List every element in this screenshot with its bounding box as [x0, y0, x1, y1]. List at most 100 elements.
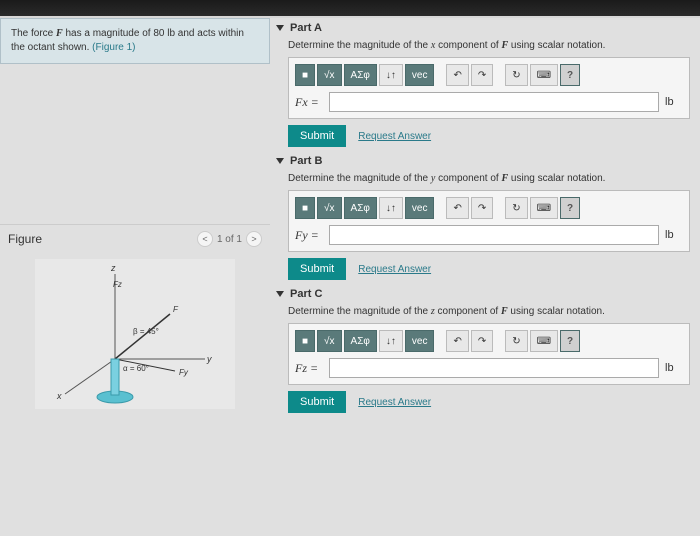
part-c-submit-row: Submit Request Answer [288, 391, 690, 413]
figure-next-button[interactable]: > [246, 231, 262, 247]
figure-section: Figure < 1 of 1 > z y [0, 224, 270, 409]
tb-subscript-button[interactable]: ↓↑ [379, 64, 403, 86]
part-a-submit-button[interactable]: Submit [288, 125, 346, 147]
problem-lb: lb [167, 28, 175, 39]
svg-text:Fy: Fy [179, 368, 189, 377]
part-a-var-label: Fx = [295, 95, 323, 110]
pb-t2: component of [435, 173, 501, 184]
tb-templates-button[interactable]: ■ [295, 330, 315, 352]
part-b-answer-box: ■ √x ΑΣφ ↓↑ vec ↶ ↷ ↻ ⌨ ? Fy = lb [288, 190, 690, 252]
svg-text:z: z [110, 263, 116, 273]
figure-counter: 1 of 1 [217, 234, 242, 245]
tb-subscript-button[interactable]: ↓↑ [379, 197, 403, 219]
part-c-title: Part C [290, 288, 322, 300]
problem-text2: has a magnitude of 80 [63, 28, 168, 39]
tb-vec-button[interactable]: vec [405, 330, 435, 352]
part-c: Part C Determine the magnitude of the z … [276, 288, 690, 413]
tb-help-button[interactable]: ? [560, 197, 580, 219]
tb-redo-button[interactable]: ↷ [471, 330, 493, 352]
part-a-answer-box: ■ √x ΑΣφ ↓↑ vec ↶ ↷ ↻ ⌨ ? Fx = lb [288, 57, 690, 119]
part-a-prompt: Determine the magnitude of the x compone… [288, 40, 690, 51]
part-a-header[interactable]: Part A [276, 22, 690, 34]
part-a-answer-input[interactable] [329, 92, 659, 112]
tb-vec-button[interactable]: vec [405, 197, 435, 219]
tb-vec-button[interactable]: vec [405, 64, 435, 86]
problem-text: The force [11, 28, 56, 39]
part-c-submit-button[interactable]: Submit [288, 391, 346, 413]
svg-text:β = 45°: β = 45° [133, 327, 159, 336]
tb-reset-button[interactable]: ↻ [505, 64, 527, 86]
problem-statement: The force F has a magnitude of 80 lb and… [0, 18, 270, 64]
collapse-icon [276, 25, 284, 31]
part-a-input-row: Fx = lb [295, 92, 683, 112]
tb-redo-button[interactable]: ↷ [471, 197, 493, 219]
left-column: The force F has a magnitude of 80 lb and… [0, 18, 270, 518]
pc-F: F [501, 306, 508, 317]
tb-sqrt-button[interactable]: √x [317, 330, 342, 352]
part-b-input-row: Fy = lb [295, 225, 683, 245]
tb-subscript-button[interactable]: ↓↑ [379, 330, 403, 352]
tb-help-button[interactable]: ? [560, 64, 580, 86]
part-c-toolbar: ■ √x ΑΣφ ↓↑ vec ↶ ↷ ↻ ⌨ ? [295, 330, 683, 352]
part-b-unit: lb [665, 229, 683, 241]
part-a-request-answer-link[interactable]: Request Answer [358, 131, 431, 142]
tb-help-button[interactable]: ? [560, 330, 580, 352]
part-c-answer-input[interactable] [329, 358, 659, 378]
tb-reset-button[interactable]: ↻ [505, 330, 527, 352]
part-b-request-answer-link[interactable]: Request Answer [358, 264, 431, 275]
figure-prev-button[interactable]: < [197, 231, 213, 247]
figure-svg: z y x Fz Fy F β = 45° α = 60° [35, 259, 235, 409]
svg-text:F: F [173, 305, 179, 314]
part-c-answer-box: ■ √x ΑΣφ ↓↑ vec ↶ ↷ ↻ ⌨ ? Fz = lb [288, 323, 690, 385]
pc-t3: using scalar notation. [508, 306, 605, 317]
tb-greek-button[interactable]: ΑΣφ [344, 64, 377, 86]
part-a: Part A Determine the magnitude of the x … [276, 22, 690, 147]
part-b-answer-input[interactable] [329, 225, 659, 245]
figure-nav: < 1 of 1 > [197, 231, 262, 247]
part-c-request-answer-link[interactable]: Request Answer [358, 397, 431, 408]
part-c-prompt: Determine the magnitude of the z compone… [288, 306, 690, 317]
part-c-var-label: Fz = [295, 361, 323, 376]
pa-t3: using scalar notation. [508, 40, 605, 51]
part-a-submit-row: Submit Request Answer [288, 125, 690, 147]
tb-sqrt-button[interactable]: √x [317, 64, 342, 86]
pc-t1: Determine the magnitude of the [288, 306, 431, 317]
part-b-submit-row: Submit Request Answer [288, 258, 690, 280]
pc-t2: component of [435, 306, 501, 317]
tb-templates-button[interactable]: ■ [295, 64, 315, 86]
tb-keyboard-button[interactable]: ⌨ [530, 197, 558, 219]
tb-undo-button[interactable]: ↶ [446, 197, 468, 219]
pb-t1: Determine the magnitude of the [288, 173, 431, 184]
part-c-header[interactable]: Part C [276, 288, 690, 300]
tb-reset-button[interactable]: ↻ [505, 197, 527, 219]
tb-undo-button[interactable]: ↶ [446, 64, 468, 86]
tb-undo-button[interactable]: ↶ [446, 330, 468, 352]
figure-image: z y x Fz Fy F β = 45° α = 60° [35, 259, 235, 409]
svg-text:y: y [206, 354, 212, 364]
part-b: Part B Determine the magnitude of the y … [276, 155, 690, 280]
collapse-icon [276, 158, 284, 164]
part-a-title: Part A [290, 22, 322, 34]
right-column: Part A Determine the magnitude of the x … [270, 18, 700, 518]
tb-keyboard-button[interactable]: ⌨ [530, 64, 558, 86]
part-b-submit-button[interactable]: Submit [288, 258, 346, 280]
problem-F: F [56, 28, 63, 39]
part-c-unit: lb [665, 362, 683, 374]
figure-ref: (Figure 1) [92, 42, 135, 53]
part-b-header[interactable]: Part B [276, 155, 690, 167]
tb-keyboard-button[interactable]: ⌨ [530, 330, 558, 352]
tb-greek-button[interactable]: ΑΣφ [344, 197, 377, 219]
collapse-icon [276, 291, 284, 297]
tb-greek-button[interactable]: ΑΣφ [344, 330, 377, 352]
tb-templates-button[interactable]: ■ [295, 197, 315, 219]
svg-text:Fz: Fz [113, 280, 122, 289]
part-a-toolbar: ■ √x ΑΣφ ↓↑ vec ↶ ↷ ↻ ⌨ ? [295, 64, 683, 86]
part-b-prompt: Determine the magnitude of the y compone… [288, 173, 690, 184]
part-b-var-label: Fy = [295, 228, 323, 243]
figure-header: Figure < 1 of 1 > [0, 225, 270, 253]
tb-redo-button[interactable]: ↷ [471, 64, 493, 86]
pb-t3: using scalar notation. [508, 173, 605, 184]
tb-sqrt-button[interactable]: √x [317, 197, 342, 219]
part-b-title: Part B [290, 155, 322, 167]
part-c-input-row: Fz = lb [295, 358, 683, 378]
